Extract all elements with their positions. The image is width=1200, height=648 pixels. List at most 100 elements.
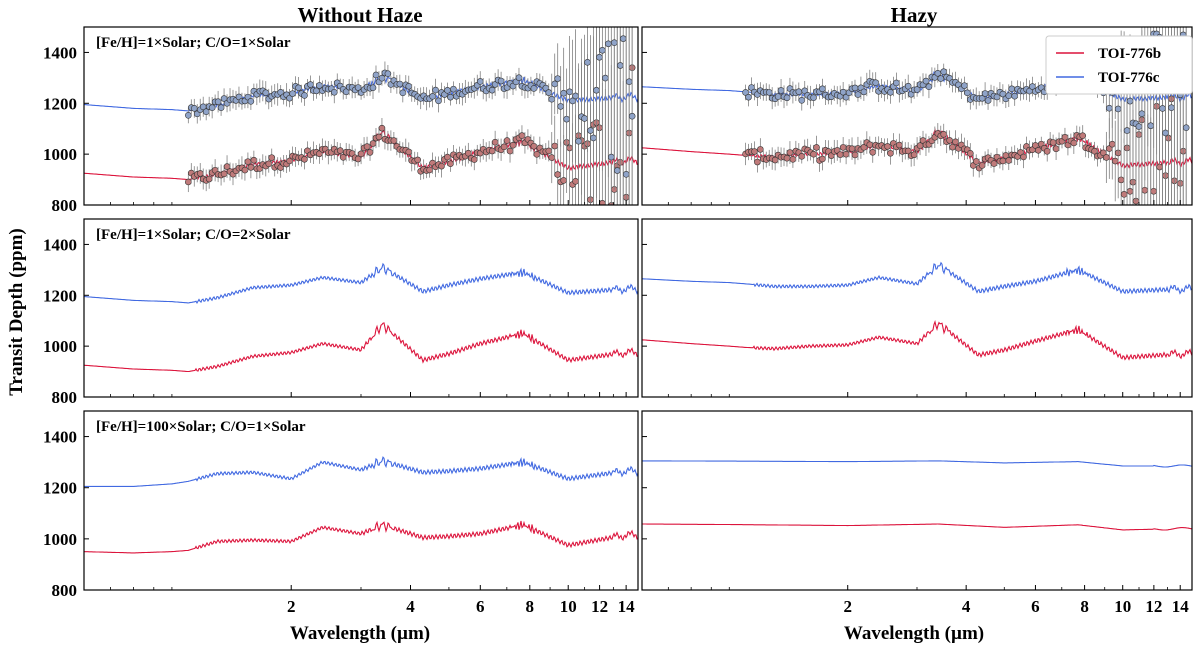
data-point <box>784 155 790 161</box>
data-point <box>504 138 510 144</box>
data-point <box>552 81 558 87</box>
data-point <box>447 94 453 100</box>
data-point <box>251 157 257 163</box>
data-point <box>385 71 391 77</box>
data-point <box>991 161 997 167</box>
data-point <box>590 135 596 141</box>
data-point <box>1136 124 1142 130</box>
x-tick-label: 4 <box>962 597 971 616</box>
data-point <box>209 105 215 111</box>
data-point <box>549 96 555 102</box>
panel-annotation: [Fe/H]=1×Solar; C/O=1×Solar <box>96 35 291 51</box>
y-tick-label: 800 <box>52 196 78 215</box>
data-point <box>985 98 991 104</box>
simulated-data-toi-776c <box>185 0 635 350</box>
data-point <box>1071 140 1077 146</box>
data-point <box>373 72 379 78</box>
data-point <box>555 172 561 178</box>
data-point <box>531 143 537 149</box>
data-point <box>489 87 495 93</box>
data-point <box>1112 158 1118 164</box>
data-point <box>855 92 861 98</box>
data-point <box>573 178 579 184</box>
data-point <box>746 94 752 100</box>
data-point <box>391 138 397 144</box>
data-point <box>301 92 307 98</box>
data-point <box>1012 93 1018 99</box>
y-tick-label: 1200 <box>43 94 77 113</box>
data-point <box>602 213 608 219</box>
data-point <box>1000 158 1006 164</box>
data-point <box>367 149 373 155</box>
y-tick-label: 1200 <box>43 479 77 498</box>
data-point <box>1127 98 1133 104</box>
data-point <box>766 89 772 95</box>
data-point <box>269 155 275 161</box>
data-point <box>1103 154 1109 160</box>
data-point <box>248 98 254 104</box>
x-tick-label: 10 <box>560 597 577 616</box>
data-point <box>379 75 385 81</box>
data-point <box>605 226 611 232</box>
data-point <box>444 87 450 93</box>
data-point <box>519 133 525 139</box>
plot-area <box>84 457 638 553</box>
data-point <box>787 149 793 155</box>
data-point <box>546 90 552 96</box>
data-point <box>819 86 825 92</box>
data-point <box>549 155 555 161</box>
panel-3: 800 1000 1200 1400 [Fe/H]=1×Solar; C/O=2×Sol… <box>43 219 638 407</box>
data-point <box>266 161 272 167</box>
data-point <box>1183 125 1189 131</box>
panel-4 <box>642 219 1192 397</box>
data-point <box>1157 164 1163 170</box>
data-point <box>370 85 376 91</box>
data-point <box>263 90 269 96</box>
data-point <box>1174 17 1180 23</box>
y-tick-label: 1000 <box>43 337 77 356</box>
series-line-toi-776c <box>642 461 1192 467</box>
data-point <box>1168 105 1174 111</box>
data-point <box>561 90 567 96</box>
data-point <box>961 83 967 89</box>
data-point <box>911 152 917 158</box>
data-point <box>444 154 450 160</box>
data-point <box>546 148 552 154</box>
data-point <box>964 90 970 96</box>
data-point <box>953 139 959 145</box>
data-point <box>358 151 364 157</box>
data-point <box>873 80 879 86</box>
data-point <box>614 168 620 174</box>
plot-area <box>642 461 1192 530</box>
legend: TOI-776b TOI-776c <box>1046 36 1192 94</box>
data-point <box>778 87 784 93</box>
plot-area <box>642 263 1192 360</box>
column-title-hazy: Hazy <box>891 3 938 27</box>
data-point <box>307 82 313 88</box>
data-point <box>814 144 820 150</box>
panels: 800 1000 1200 1400 [Fe/H]=1×Solar; C/O=1×Sol… <box>43 0 1192 616</box>
data-point <box>608 154 614 160</box>
data-point <box>947 137 953 143</box>
data-point <box>313 88 319 94</box>
data-point <box>376 134 382 140</box>
data-point <box>489 148 495 154</box>
data-point <box>531 85 537 91</box>
data-point <box>1118 177 1124 183</box>
data-point <box>784 95 790 101</box>
data-point <box>567 89 573 95</box>
data-point <box>248 164 254 170</box>
data-point <box>296 85 302 91</box>
data-point <box>1163 130 1169 136</box>
data-point <box>185 112 191 118</box>
data-point <box>1109 141 1115 147</box>
data-point <box>1148 222 1154 228</box>
data-point <box>893 80 899 86</box>
plot-area <box>84 0 638 418</box>
data-point <box>492 139 498 145</box>
data-point <box>1044 148 1050 154</box>
data-point <box>576 138 582 144</box>
series-line-toi-776b <box>642 322 1192 360</box>
data-point <box>555 76 561 82</box>
